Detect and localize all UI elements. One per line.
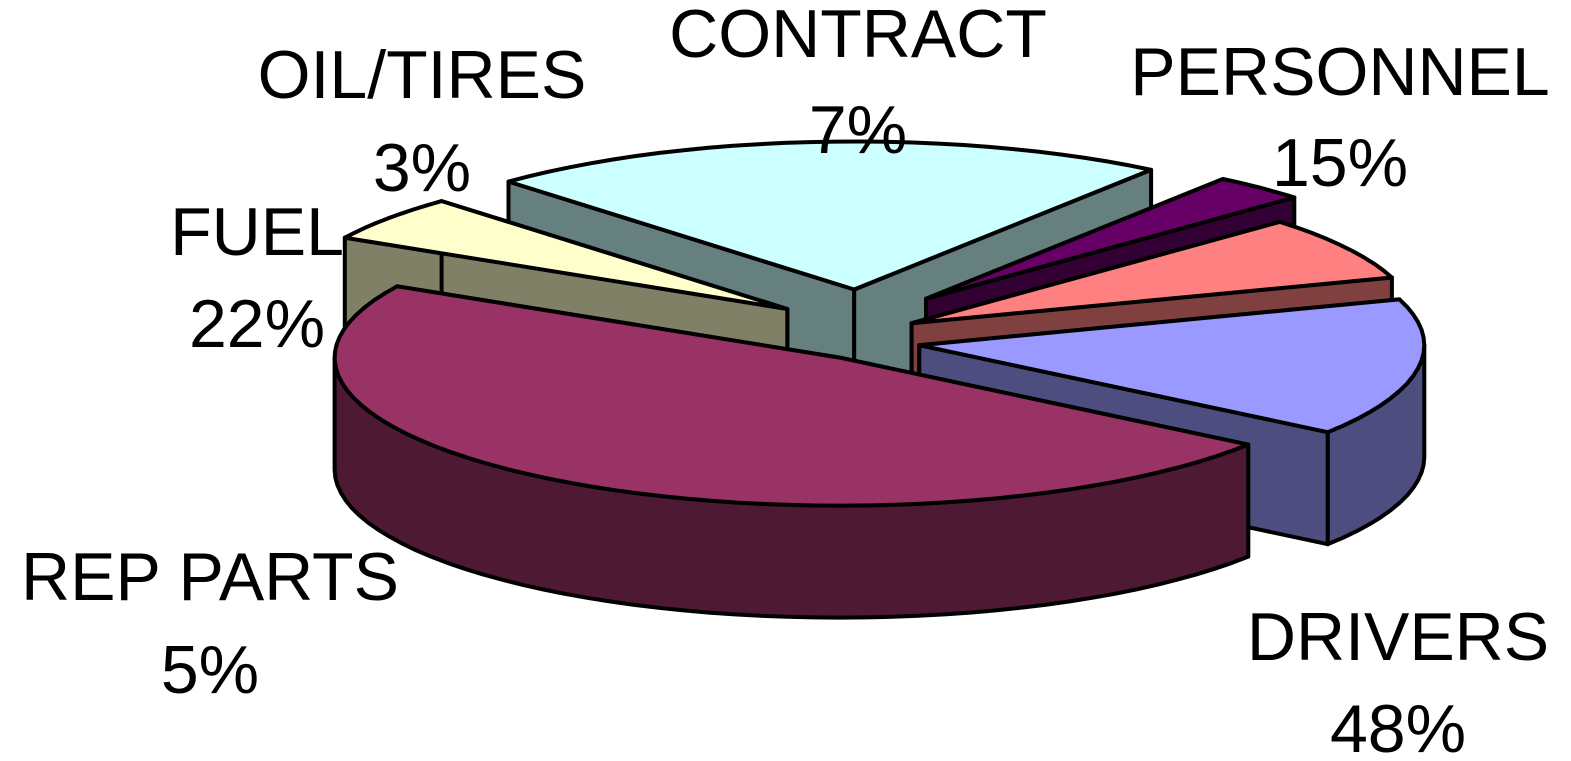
label-drivers-value: 48% — [1330, 691, 1466, 761]
label-rep-parts-value: 5% — [161, 632, 259, 708]
label-drivers-name: DRIVERS — [1247, 599, 1549, 675]
label-fuel-name: FUEL — [170, 194, 344, 270]
label-oil-tires-value: 3% — [373, 130, 471, 206]
label-contract-name: CONTRACT — [669, 0, 1047, 72]
label-contract-value: 7% — [809, 92, 907, 168]
label-oil-tires-name: OIL/TIRES — [258, 37, 587, 113]
pie-slices — [332, 139, 1427, 620]
pie-slice-fuel-top — [506, 139, 1154, 292]
pie-slice-contract-top — [909, 219, 1394, 326]
pie-slice-personnel-top — [917, 297, 1427, 435]
pie-slice-rep-parts-top — [342, 199, 790, 311]
pie-slice-drivers — [332, 284, 1251, 620]
label-rep-parts-name: REP PARTS — [21, 539, 399, 615]
label-fuel-value: 22% — [189, 286, 325, 362]
label-personnel-value: 15% — [1272, 125, 1408, 201]
pie-labels: PERSONNEL 15% DRIVERS 48% REP PARTS 5% F… — [21, 0, 1550, 761]
pie-slice-oil-tires-top — [924, 177, 1297, 301]
pie-slice-drivers-top — [332, 284, 1251, 508]
label-personnel-name: PERSONNEL — [1130, 34, 1549, 110]
